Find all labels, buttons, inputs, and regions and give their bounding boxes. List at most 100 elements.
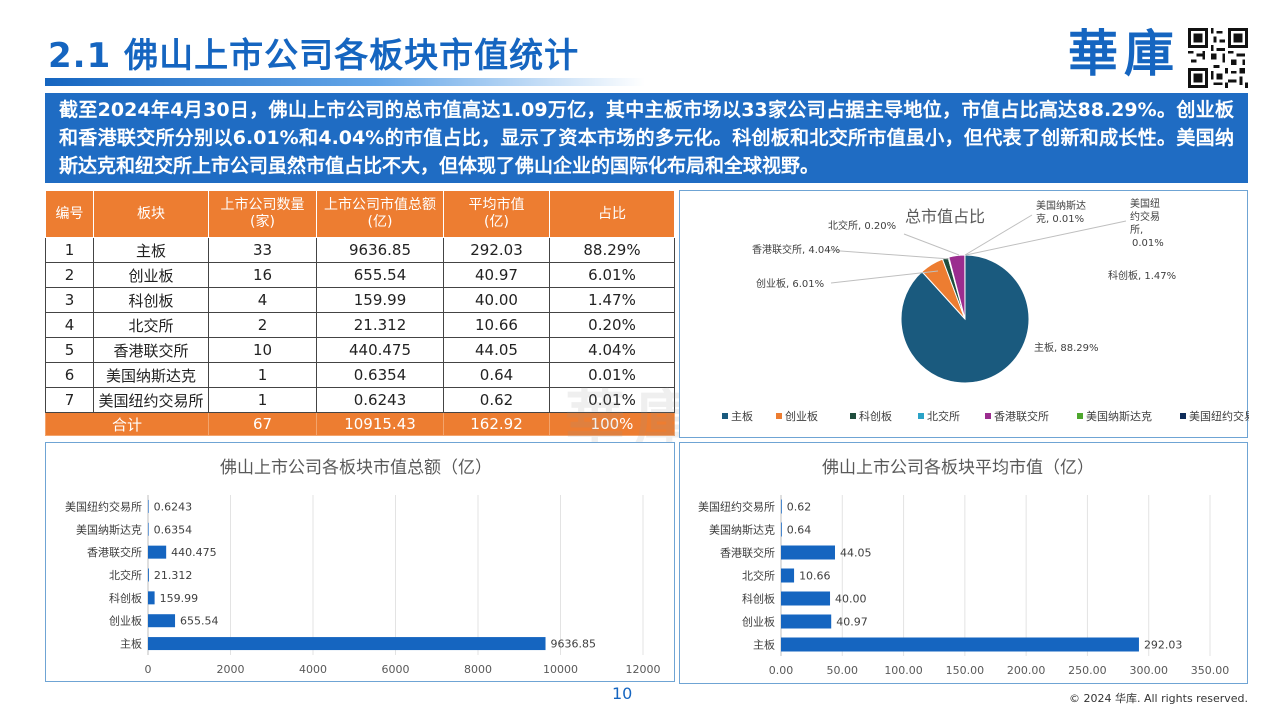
x-tick-label: 200.00 (1007, 664, 1046, 677)
average-value-bar-chart: 佛山上市公司各板块平均市值（亿） 0.00 50.00 100.00 150.00 200… (698, 458, 1229, 677)
bar-value-label: 440.475 (171, 546, 217, 559)
pie-data-label: 美国纳斯达克, 0.01% (1036, 199, 1086, 225)
table-cell: 0.6243 (316, 387, 444, 413)
table-row: 7 美国纽约交易所 1 0.6243 0.62 0.01% (45, 387, 675, 413)
bar-科创板 (781, 591, 831, 606)
leader-line (964, 214, 1033, 256)
table-cell: 159.99 (316, 287, 444, 313)
leader-line (830, 270, 939, 284)
bar-value-label: 0.6354 (154, 523, 193, 536)
brand-logo: 華庫 (1068, 24, 1180, 83)
table-row: 6 美国纳斯达克 1 0.6354 0.64 0.01% (45, 362, 675, 388)
y-category-label: 美国纽约交易所 (698, 500, 775, 514)
page-title: 2.1 佛山上市公司各板块市值统计 (48, 36, 580, 76)
bar-value-label: 655.54 (180, 615, 219, 628)
x-tick-label: 300.00 (1129, 664, 1168, 677)
table-cell: 合计 (45, 412, 209, 436)
x-tick-label: 12000 (626, 663, 661, 676)
average-value-chart-panel: 佛山上市公司各板块平均市值（亿） 0.00 50.00 100.00 150.00 200… (679, 442, 1248, 684)
table-cell: 4 (208, 287, 317, 313)
x-tick-label: 6000 (382, 663, 410, 676)
table-cell: 10 (208, 337, 317, 363)
chart-title: 佛山上市公司各板块市值总额（亿） (220, 458, 492, 478)
x-tick-label: 0 (145, 663, 152, 676)
table-cell: 1 (45, 237, 94, 263)
table-cell: 44.05 (443, 337, 550, 363)
table-cell: 40.97 (443, 262, 550, 288)
bar-创业板 (148, 614, 176, 628)
table-cell: 主板 (93, 237, 209, 263)
table-header: 占比 (549, 190, 675, 238)
x-tick-label: 0.00 (769, 664, 794, 677)
x-tick-label: 50.00 (827, 664, 859, 677)
y-category-label: 创业板 (742, 615, 775, 629)
y-category-label: 北交所 (109, 568, 142, 582)
y-category-label: 创业板 (109, 614, 142, 628)
bar-value-label: 21.312 (154, 569, 193, 582)
table-row: 2 创业板 16 655.54 40.97 6.01% (45, 262, 675, 288)
qr-code-icon (1188, 28, 1248, 88)
bar-美国纽约交易所 (148, 499, 149, 513)
table-header: 平均市值 (亿) (443, 190, 550, 238)
table-cell: 33 (208, 237, 317, 263)
table-cell: 21.312 (316, 312, 444, 338)
pie-data-label: 创业板, 6.01% (756, 277, 824, 290)
bar-value-label: 9636.85 (551, 638, 597, 651)
leader-line (903, 233, 960, 256)
bar-value-label: 159.99 (160, 592, 199, 605)
table-cell: 10915.43 (316, 412, 444, 436)
total-value-chart-panel: 佛山上市公司各板块市值总额（亿） 0 2000 4000 6000 8000 10000 12… (45, 442, 675, 682)
table-cell: 0.6354 (316, 362, 444, 388)
total-value-bar-chart: 佛山上市公司各板块市值总额（亿） 0 2000 4000 6000 8000 10000 12… (65, 458, 661, 676)
pie-data-label: 北交所, 0.20% (828, 219, 896, 232)
x-tick-label: 2000 (217, 663, 245, 676)
table-row: 4 北交所 2 21.312 10.66 0.20% (45, 312, 675, 338)
leader-line (965, 220, 1127, 256)
chart-title: 佛山上市公司各板块平均市值（亿） (822, 458, 1094, 478)
legend-entry: 主板 (731, 409, 753, 423)
table-header: 编号 (45, 190, 94, 238)
legend-swatch (722, 413, 728, 419)
y-category-label: 香港联交所 (87, 545, 142, 559)
table-total-row: 合计 67 10915.43 162.92 100% (45, 412, 675, 436)
y-category-label: 美国纳斯达克 (709, 524, 775, 537)
table-cell: 3 (45, 287, 94, 313)
table-cell: 1.47% (549, 287, 675, 313)
x-tick-label: 10000 (543, 663, 578, 676)
table-cell: 655.54 (316, 262, 444, 288)
table-cell: 6 (45, 362, 94, 388)
bar-value-label: 44.05 (840, 547, 872, 560)
table-cell: 0.20% (549, 312, 675, 338)
bar-value-label: 40.97 (836, 616, 868, 629)
table-cell: 440.475 (316, 337, 444, 363)
table-header: 上市公司市值总额 (亿) (316, 190, 444, 238)
legend-entry: 创业板 (785, 409, 818, 423)
summary-box: 截至2024年4月30日，佛山上市公司的总市值高达1.09万亿，其中主板市场以3… (45, 93, 1248, 183)
chart-title: 总市值占比 (905, 207, 985, 226)
legend-swatch (1180, 413, 1186, 419)
legend-entry: 香港联交所 (994, 409, 1049, 423)
table-header: 上市公司数量 (家) (208, 190, 317, 238)
table-header: 板块 (93, 190, 209, 238)
leader-line (826, 249, 951, 260)
table-cell: 0.64 (443, 362, 550, 388)
legend-entry: 美国纳斯达克 (1086, 410, 1152, 423)
table-cell: 1 (208, 362, 317, 388)
page-number: 10 (612, 684, 633, 703)
table-cell: 16 (208, 262, 317, 288)
bar-value-label: 292.03 (1144, 639, 1183, 652)
bar-value-label: 40.00 (835, 593, 867, 606)
x-tick-label: 250.00 (1068, 664, 1107, 677)
table-header-row: 编号 板块 上市公司数量 (家) 上市公司市值总额 (亿) 平均市值 (亿) 占… (45, 190, 675, 238)
pie-data-label: 香港联交所, 4.04% (752, 243, 840, 256)
bar-美国纽约交易所 (781, 499, 782, 514)
table-cell: 5 (45, 337, 94, 363)
table-row: 1 主板 33 9636.85 292.03 88.29% (45, 237, 675, 263)
bar-value-label: 0.62 (787, 501, 812, 514)
copyright-text: © 2024 华库. All rights reserved. (1068, 692, 1248, 705)
table-cell: 6.01% (549, 262, 675, 288)
table-cell: 162.92 (443, 412, 550, 436)
bar-北交所 (148, 568, 149, 582)
pie-data-label: 科创板, 1.47% (1108, 269, 1176, 282)
bar-主板 (781, 637, 1139, 652)
